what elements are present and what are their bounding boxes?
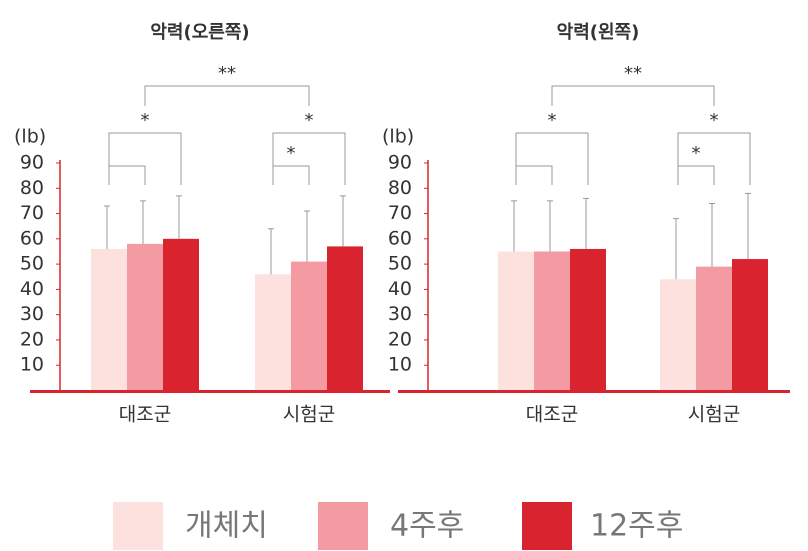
significance-bracket <box>515 165 553 185</box>
significance-label: * <box>692 143 701 164</box>
bar <box>327 246 363 391</box>
error-bar <box>176 195 182 239</box>
bar <box>498 251 534 391</box>
bar <box>570 248 606 391</box>
y-tick-label: 30 <box>388 303 412 325</box>
y-axis-label: (lb) <box>14 126 46 148</box>
y-tick-label: 40 <box>388 278 412 300</box>
error-bar <box>709 202 715 267</box>
y-tick-label: 10 <box>388 354 412 376</box>
bar <box>127 243 163 391</box>
error-bar <box>304 210 310 262</box>
error-bar <box>511 200 517 252</box>
significance-bracket <box>551 85 715 106</box>
x-tick-label: 시험군 <box>283 404 335 426</box>
y-tick-label: 20 <box>20 328 44 350</box>
legend-label: 개체치 <box>185 509 268 544</box>
y-tick-label: 20 <box>388 328 412 350</box>
y-tick-label: 70 <box>388 202 412 224</box>
significance-label: * <box>710 110 719 131</box>
significance-bracket <box>108 132 182 185</box>
legend-label: 12주후 <box>590 509 683 544</box>
significance-label: * <box>548 110 557 131</box>
chart-title: 악력(왼쪽) <box>557 22 640 43</box>
y-tick-label: 30 <box>20 303 44 325</box>
y-tick-label: 50 <box>388 253 412 275</box>
y-tick-label: 60 <box>20 227 44 249</box>
y-tick-label: 90 <box>20 152 44 174</box>
significance-bracket <box>272 132 346 185</box>
significance-bracket <box>677 165 715 185</box>
error-bar <box>268 228 274 275</box>
legend-swatch <box>113 502 163 550</box>
y-tick-label: 50 <box>20 253 44 275</box>
bar <box>163 238 199 391</box>
error-bar <box>583 197 589 249</box>
y-tick-label: 10 <box>20 354 44 376</box>
significance-label: * <box>305 110 314 131</box>
error-bar <box>673 218 679 280</box>
significance-bracket <box>677 132 751 185</box>
bar <box>534 251 570 391</box>
significance-bracket <box>272 165 310 185</box>
significance-label: ** <box>624 63 642 84</box>
y-tick-label: 70 <box>20 202 44 224</box>
bar <box>255 274 291 391</box>
error-bar <box>340 195 346 247</box>
y-axis-label: (lb) <box>382 126 414 148</box>
y-tick-label: 40 <box>20 278 44 300</box>
bar <box>696 266 732 391</box>
bar <box>732 259 768 391</box>
error-bar <box>745 192 751 260</box>
x-tick-label: 시험군 <box>688 404 740 426</box>
significance-label: ** <box>218 63 236 84</box>
y-tick-label: 60 <box>388 227 412 249</box>
significance-bracket <box>515 132 589 185</box>
bar <box>291 261 327 391</box>
x-tick-label: 대조군 <box>119 404 171 426</box>
legend-swatch <box>318 502 368 550</box>
error-bar <box>104 205 110 249</box>
significance-bracket <box>108 165 146 185</box>
error-bar <box>547 200 553 252</box>
legend-label: 4주후 <box>390 509 464 544</box>
error-bar <box>140 200 146 244</box>
significance-bracket <box>144 85 310 106</box>
y-tick-label: 80 <box>20 177 44 199</box>
bar <box>91 248 127 391</box>
y-tick-label: 80 <box>388 177 412 199</box>
bar <box>660 279 696 391</box>
significance-label: * <box>287 143 296 164</box>
legend-swatch <box>522 502 572 550</box>
chart-title: 악력(오른쪽) <box>150 22 249 43</box>
x-tick-label: 대조군 <box>526 404 578 426</box>
significance-label: * <box>141 110 150 131</box>
y-tick-label: 90 <box>388 152 412 174</box>
